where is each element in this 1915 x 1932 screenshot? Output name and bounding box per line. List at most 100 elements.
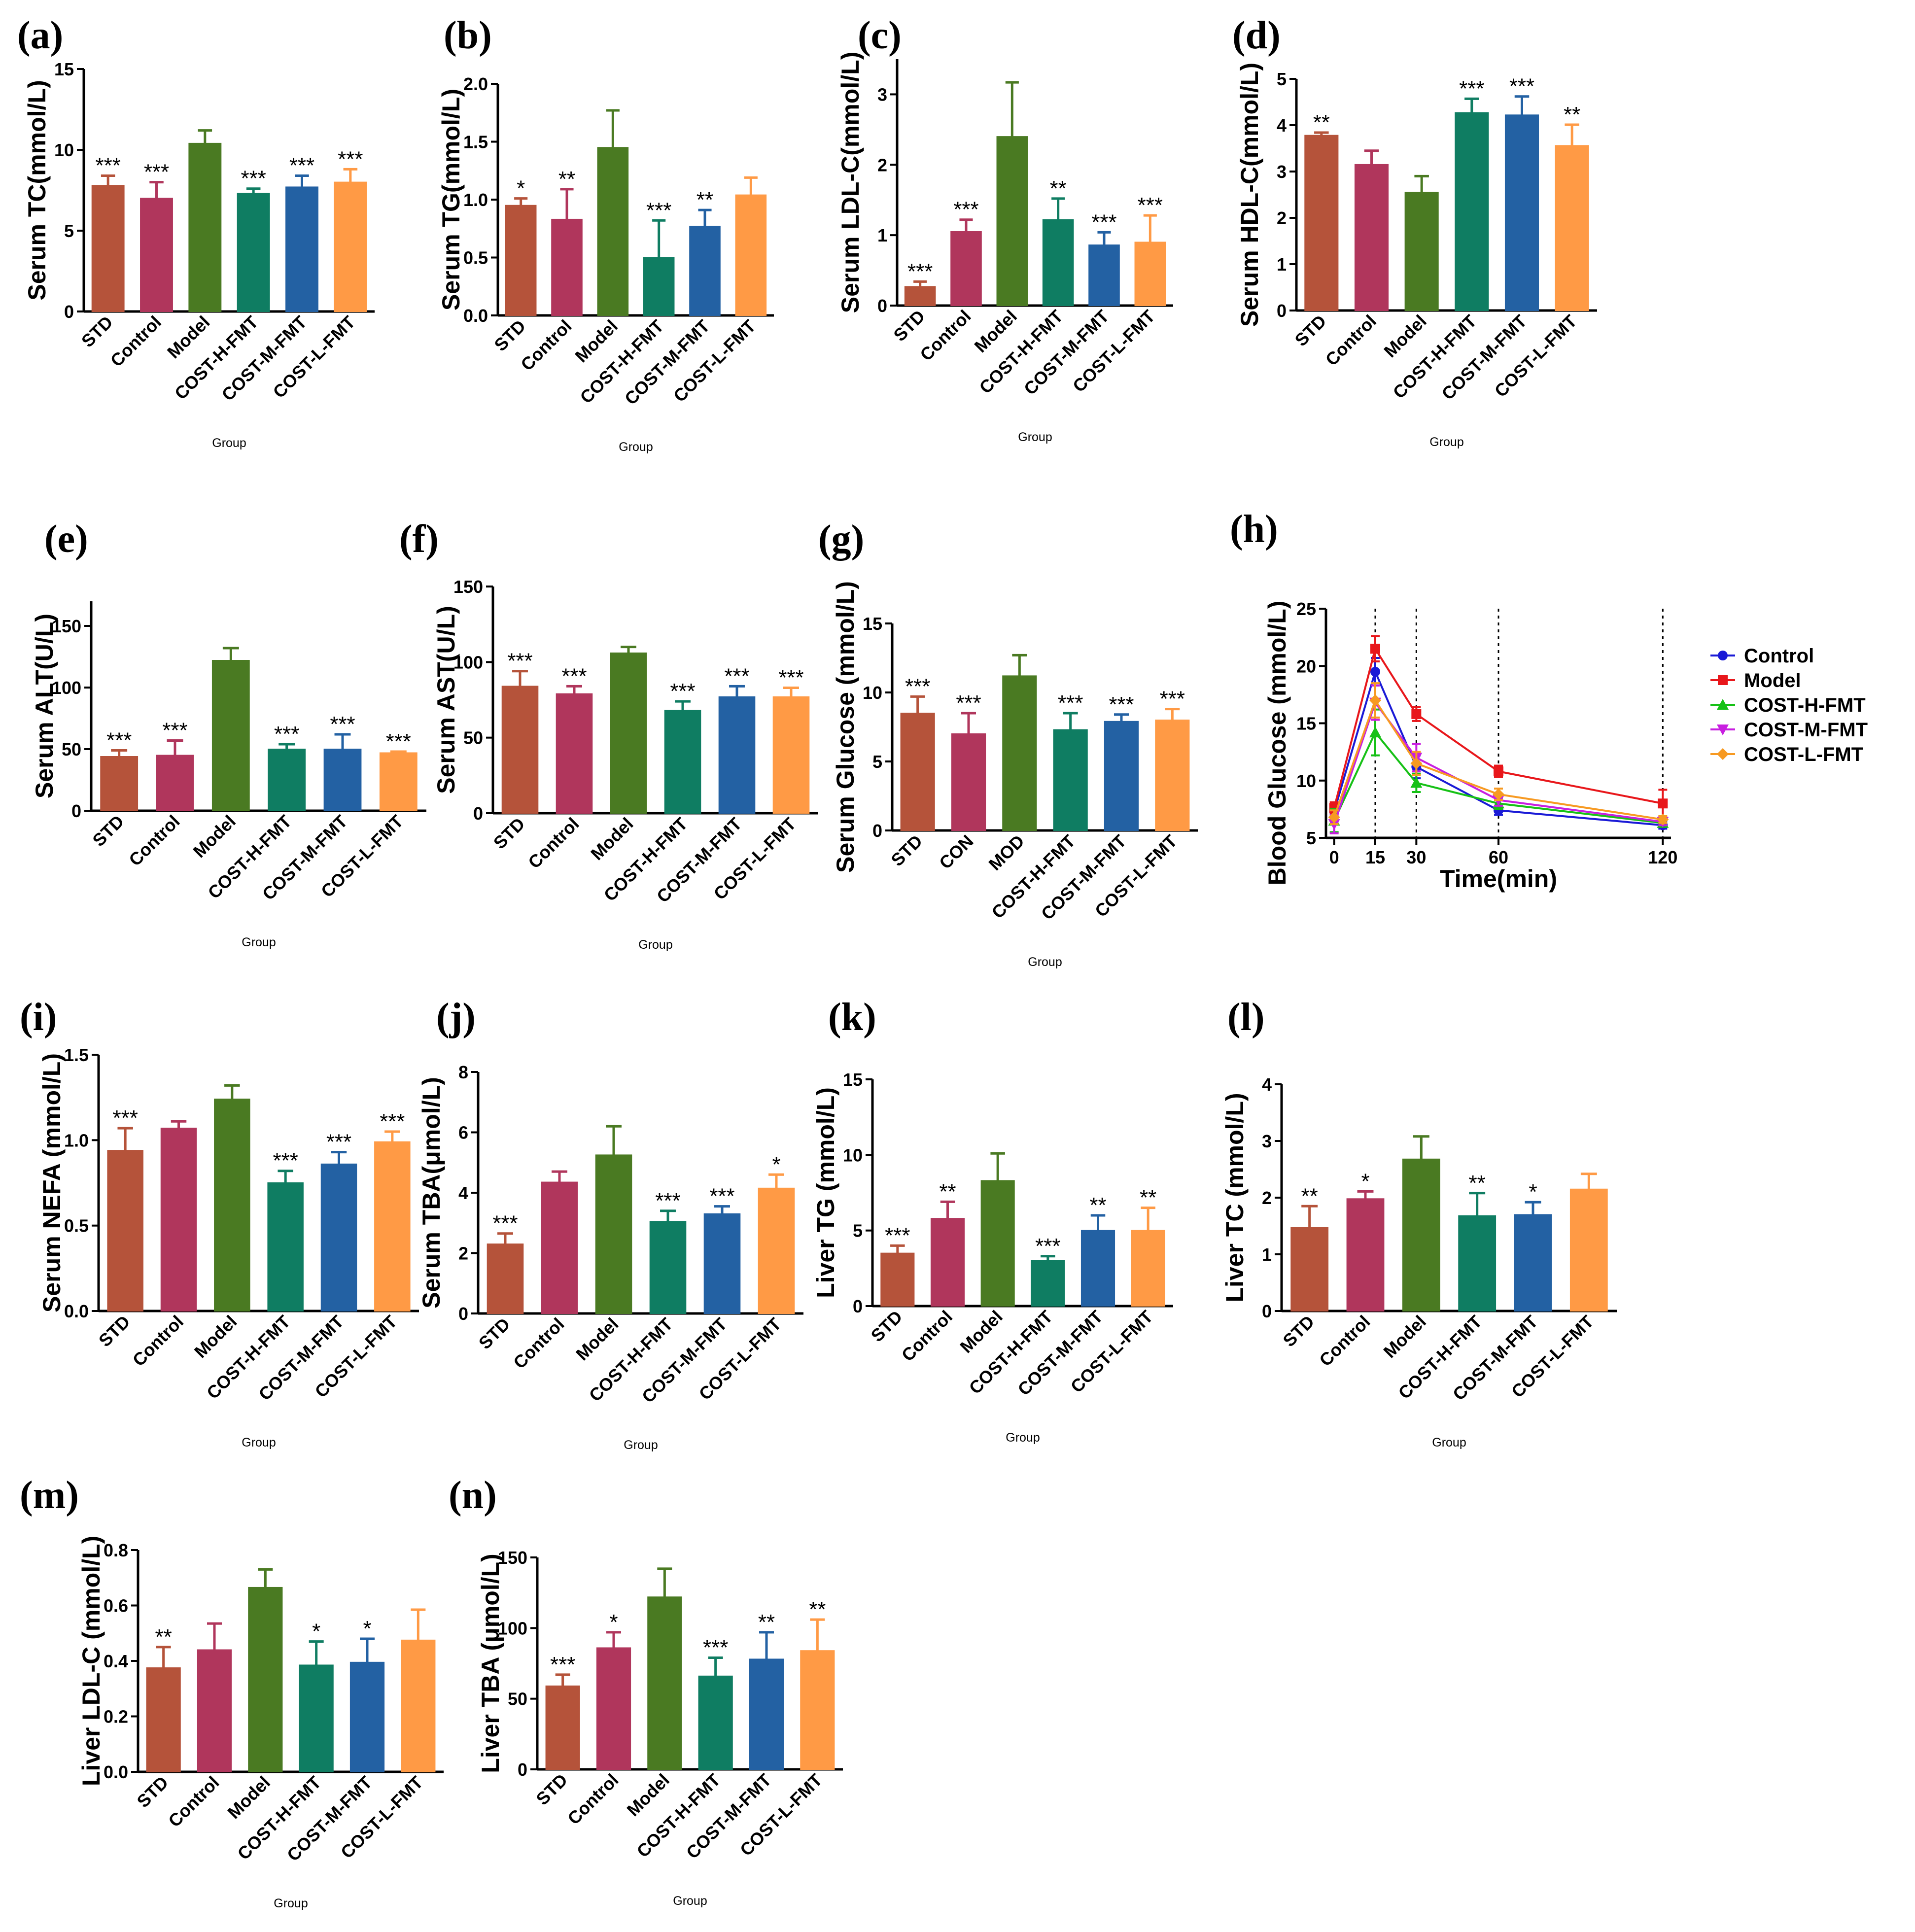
category-label: STD (1279, 1311, 1318, 1351)
significance-label: *** (907, 259, 933, 283)
significance-label: *** (95, 153, 120, 177)
significance-label: ** (1089, 1193, 1106, 1217)
panel-letter: (b) (444, 14, 492, 57)
category-label: Model (189, 811, 240, 862)
significance-label: *** (905, 674, 930, 698)
y-tick-label: 1 (877, 225, 887, 245)
legend-item: COST-M-FMT (1710, 719, 1868, 741)
category-label: Control (1315, 1311, 1374, 1370)
bar (749, 1658, 784, 1770)
significance-label: ** (1140, 1186, 1156, 1210)
y-tick-label: 0 (1262, 1301, 1272, 1321)
category-label: Model (190, 1311, 241, 1362)
y-tick-label: 20 (1296, 656, 1316, 676)
y-tick-label: 150 (498, 1548, 527, 1568)
panel-d: (d) 0 1 2 3 4 5 Serum HDL-C(mmol/L) ** STDControl… (1232, 14, 1597, 449)
significance-label: *** (330, 712, 355, 736)
bar (1290, 1227, 1329, 1311)
category-label: COST-L-FMT (669, 316, 760, 406)
y-tick-label: 3 (1277, 162, 1287, 182)
category-label: Control (898, 1307, 956, 1365)
bar (551, 218, 583, 316)
significance-label: *** (144, 160, 169, 184)
bar (197, 1649, 232, 1772)
y-tick-label: 100 (498, 1618, 527, 1638)
bar-group: Model (970, 81, 1028, 356)
bar (320, 1163, 357, 1312)
x-axis-label: Group (1028, 955, 1062, 969)
bar-group: Model (956, 1152, 1015, 1357)
significance-label: ** (939, 1179, 956, 1204)
y-tick-label: 0.6 (104, 1596, 128, 1616)
bar (146, 1667, 181, 1772)
significance-label: ** (558, 167, 575, 191)
y-tick-label: 3 (877, 84, 887, 104)
bar (758, 1187, 795, 1314)
category-label: Control (129, 1311, 187, 1370)
significance-label: *** (956, 691, 981, 715)
bar (349, 1661, 385, 1772)
y-axis-label: Liver LDL-C (mmol/L) (77, 1536, 105, 1786)
significance-label: *** (1058, 691, 1083, 715)
y-tick-label: 2 (1277, 208, 1287, 228)
y-tick-label: 0 (1277, 301, 1287, 321)
bar (248, 1587, 283, 1772)
bar-group: *** STD (475, 1211, 524, 1353)
panel-letter: (l) (1227, 996, 1265, 1039)
bar (107, 1150, 143, 1311)
y-tick-label: 10 (863, 683, 882, 703)
bar-group: *** STD (88, 728, 139, 851)
y-tick-label: 1.5 (463, 132, 488, 152)
y-tick-label: 1 (1277, 254, 1287, 275)
data-point (1410, 757, 1423, 769)
bar-group: Model (1379, 1135, 1440, 1362)
x-tick-label: 60 (1489, 847, 1508, 867)
x-axis-label: Group (1018, 430, 1052, 444)
y-tick-label: 1.5 (64, 1045, 89, 1065)
bar (880, 1252, 915, 1307)
legend-label: Control (1744, 645, 1814, 667)
y-tick-label: 0.8 (104, 1540, 128, 1560)
bar (951, 733, 986, 831)
category-label: Control (125, 811, 183, 870)
category-label: STD (867, 1307, 906, 1346)
y-tick-label: 0.0 (463, 306, 488, 326)
bar (505, 205, 537, 316)
bar (268, 749, 306, 811)
legend-label: COST-M-FMT (1744, 719, 1868, 741)
bar (647, 1596, 682, 1770)
bar (214, 1099, 250, 1311)
bar (772, 696, 810, 814)
significance-label: ** (1050, 176, 1067, 201)
bar (267, 1182, 304, 1311)
bar (374, 1141, 411, 1312)
bar (597, 147, 629, 316)
bar (595, 1154, 632, 1314)
significance-label: ** (809, 1597, 826, 1622)
panel-letter: (n) (449, 1474, 497, 1517)
bar-group: *** Control (524, 664, 593, 872)
panel-letter: (a) (17, 14, 63, 57)
bar (501, 686, 539, 814)
y-tick-label: 2 (1262, 1188, 1272, 1208)
category-label: Control (106, 312, 165, 371)
significance-label: *** (380, 1109, 405, 1134)
category-label: Model (587, 814, 637, 864)
significance-label: ** (1469, 1171, 1486, 1195)
category-label: STD (133, 1772, 172, 1812)
bar (689, 226, 721, 316)
significance-label: * (1361, 1169, 1369, 1193)
panel-c: (c) 0 1 2 3 Serum LDL-C(mmol/L) *** STD *** Contr… (836, 14, 1173, 444)
y-tick-label: 3 (1262, 1131, 1272, 1151)
category-label: Control (524, 814, 583, 872)
panel-letter: (i) (20, 996, 57, 1039)
x-axis-label: Group (673, 1894, 707, 1908)
significance-label: *** (326, 1130, 351, 1154)
y-tick-label: 10 (1296, 771, 1316, 791)
significance-label: * (517, 176, 525, 201)
category-label: STD (489, 814, 529, 853)
bar (299, 1664, 334, 1772)
